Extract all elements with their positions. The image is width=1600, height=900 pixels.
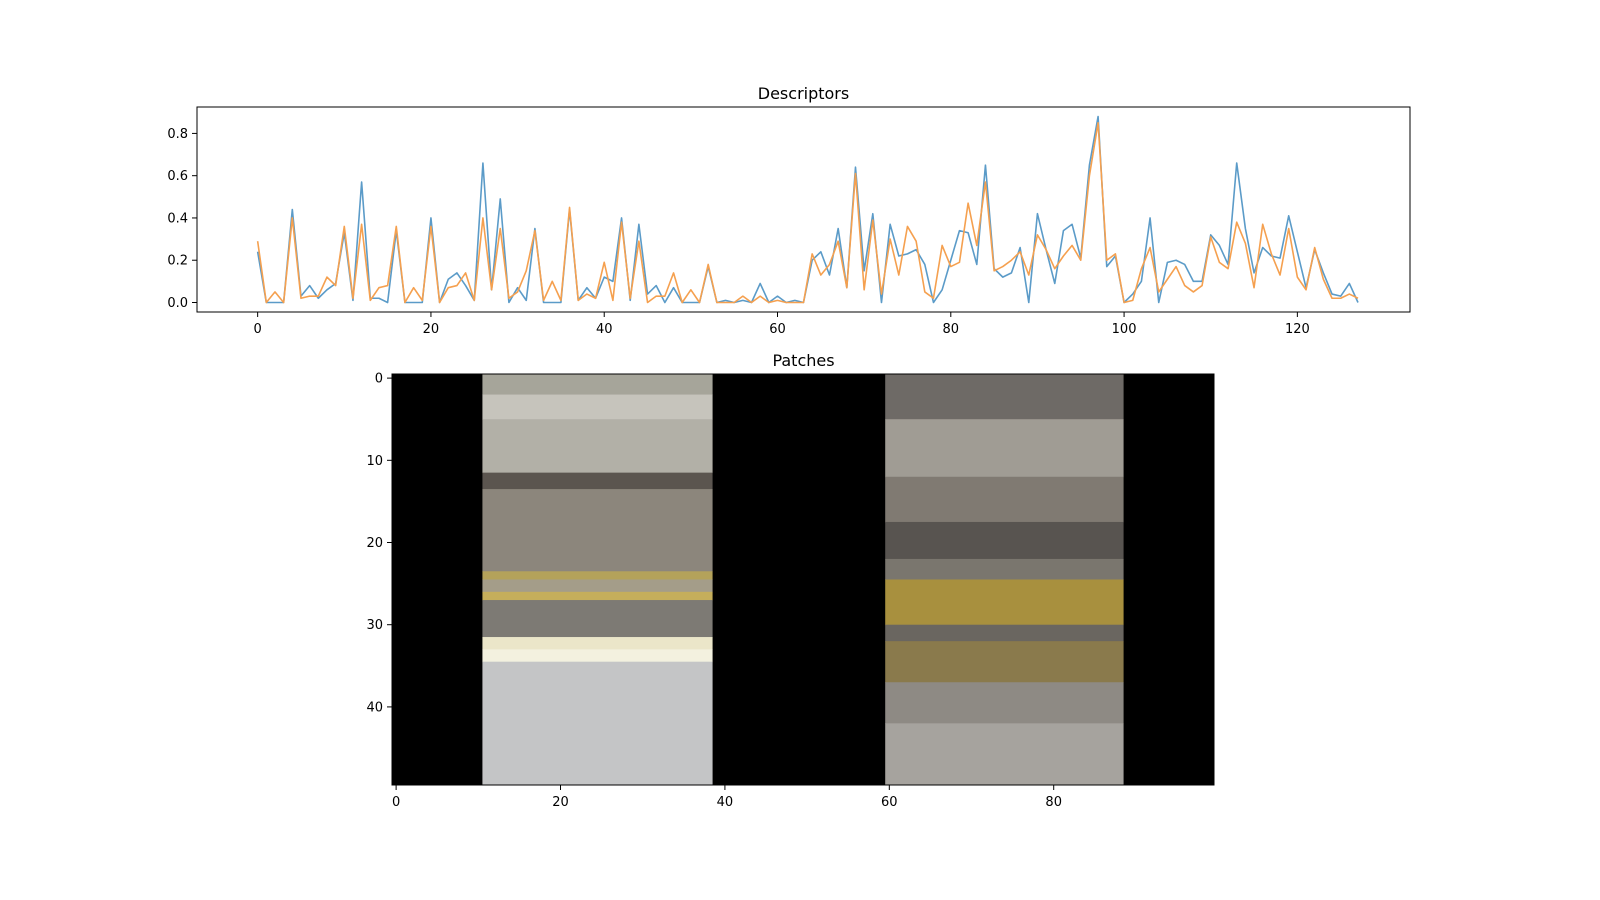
patch-1-band	[482, 591, 713, 601]
patch-1-band	[482, 579, 713, 593]
y-tick-label: 0	[375, 372, 383, 387]
patch-1-band	[482, 394, 713, 420]
patches-axes: Patches 0 20 40 60 80 0 10 20 30 40	[366, 351, 1215, 810]
y-tick-label: 0.2	[167, 254, 188, 269]
descriptors-title: Descriptors	[758, 84, 849, 103]
x-tick-label: 60	[769, 322, 786, 337]
x-tick-label: 20	[552, 795, 569, 810]
patches-frame	[391, 373, 1215, 786]
descriptors-y-ticks: 0.0 0.2 0.4 0.6 0.8	[167, 127, 197, 311]
patch-2-band	[885, 682, 1124, 724]
patch-2-band	[885, 374, 1124, 420]
patch-2-band	[885, 579, 1124, 626]
patch-2-band	[885, 521, 1124, 560]
patch-1-band	[482, 419, 713, 474]
patches-title: Patches	[772, 351, 834, 370]
descriptors-x-ticks: 0 20 40 60 80 100 120	[254, 312, 1310, 337]
x-tick-label: 20	[423, 322, 440, 337]
y-tick-label: 0.0	[167, 296, 188, 311]
y-tick-label: 0.8	[167, 127, 188, 142]
x-tick-label: 40	[717, 795, 734, 810]
y-tick-label: 0.6	[167, 169, 188, 184]
x-tick-label: 120	[1285, 322, 1310, 337]
patch-2-band	[885, 723, 1124, 786]
descriptors-frame	[196, 106, 1411, 313]
patch-1-band	[482, 472, 713, 490]
x-tick-label: 0	[392, 795, 400, 810]
patch-1-band	[482, 661, 713, 786]
descriptor-series-group	[256, 115, 1359, 304]
patch-2-band	[885, 558, 1124, 580]
y-tick-label: 10	[366, 454, 383, 469]
patch-images	[482, 374, 1124, 786]
patches-x-ticks: 0 20 40 60 80	[392, 785, 1062, 810]
y-tick-label: 20	[366, 536, 383, 551]
patch-2-band	[885, 641, 1124, 683]
y-tick-label: 40	[366, 700, 383, 715]
descriptor-series-2	[256, 122, 1359, 304]
patch-2-band	[885, 419, 1124, 478]
patch-1-band	[482, 571, 713, 580]
y-tick-label: 0.4	[167, 211, 188, 226]
patch-2-band	[885, 476, 1124, 523]
x-tick-label: 80	[1045, 795, 1062, 810]
x-tick-label: 100	[1112, 322, 1137, 337]
y-tick-label: 30	[366, 618, 383, 633]
x-tick-label: 60	[881, 795, 898, 810]
x-tick-label: 0	[254, 322, 262, 337]
patch-2-band	[885, 624, 1124, 642]
patch-1-band	[482, 600, 713, 638]
descriptors-axes: Descriptors 0 20 40 60 80 100 120 0.0 0.2 0.4 0.6…	[167, 84, 1411, 337]
patch-1-band	[482, 637, 713, 650]
x-tick-label: 80	[943, 322, 960, 337]
patch-1-band	[482, 489, 713, 572]
patches-y-ticks: 0 10 20 30 40	[366, 372, 392, 715]
patch-1-band	[482, 374, 713, 396]
patch-1-band	[482, 649, 713, 663]
x-tick-label: 40	[596, 322, 613, 337]
